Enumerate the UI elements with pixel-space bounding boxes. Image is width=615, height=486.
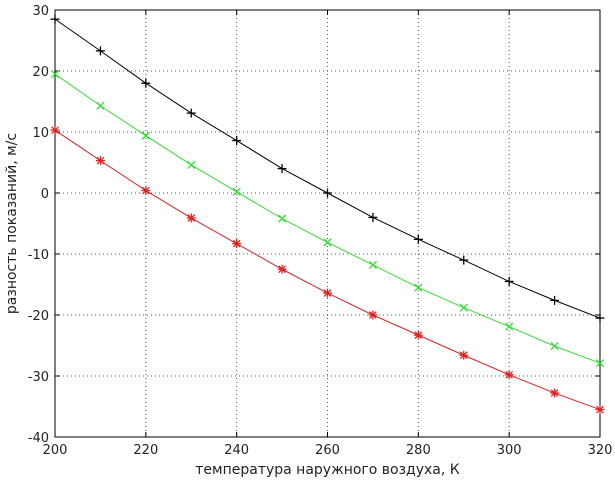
data-point — [368, 260, 377, 270]
x-tick-label: 280 — [406, 443, 431, 458]
data-point — [595, 405, 605, 415]
data-point — [323, 188, 332, 198]
x-tick-label: 260 — [315, 443, 340, 458]
series-line — [54, 129, 601, 411]
data-point — [50, 14, 60, 24]
x-tick-label: 220 — [133, 443, 158, 458]
x-tick-label: 200 — [43, 443, 68, 458]
data-point — [96, 101, 105, 110]
series-2 — [50, 125, 605, 415]
data-point — [141, 78, 151, 88]
data-point — [278, 214, 287, 223]
data-point — [505, 322, 514, 331]
data-point — [414, 283, 423, 292]
x-tick-label: 320 — [588, 443, 613, 458]
series-0 — [50, 14, 605, 323]
y-tick-label: 0 — [41, 187, 49, 202]
data-point — [277, 164, 287, 174]
data-point — [95, 46, 105, 56]
data-point — [232, 239, 242, 249]
data-point — [141, 131, 150, 140]
data-point — [186, 213, 196, 223]
data-point — [550, 388, 560, 398]
y-tick-label: -10 — [28, 248, 49, 263]
x-axis-label: температура наружного воздуха, К — [195, 462, 460, 478]
data-point — [323, 238, 332, 247]
data-point — [95, 156, 105, 166]
data-point — [368, 310, 378, 320]
y-axis-label: разность показаний, м/с — [4, 133, 20, 314]
y-tick-label: 20 — [32, 65, 49, 80]
y-axis-ticks: -40 -30 -20 -10 0 10 20 30 — [28, 4, 600, 446]
data-point — [187, 160, 196, 169]
x-tick-label: 300 — [497, 443, 522, 458]
data-point — [595, 313, 605, 323]
series-1 — [50, 69, 605, 368]
y-tick-label: -30 — [28, 370, 49, 385]
data-point — [50, 69, 60, 79]
data-point — [186, 108, 196, 118]
series-layer — [50, 14, 605, 415]
data-point — [504, 370, 514, 380]
y-tick-label: -20 — [28, 309, 49, 324]
y-tick-label: -40 — [28, 431, 49, 446]
data-point — [141, 186, 151, 196]
data-point — [232, 136, 242, 146]
y-tick-label: 30 — [32, 4, 49, 19]
data-point — [550, 342, 559, 351]
data-point — [459, 255, 469, 265]
x-axis-ticks: 200 220 240 260 280 300 320 — [43, 10, 613, 458]
x-tick-label: 240 — [224, 443, 249, 458]
data-point — [413, 330, 423, 340]
data-point — [232, 187, 241, 196]
series-line — [54, 18, 601, 319]
y-tick-label: 10 — [32, 126, 49, 141]
data-point — [323, 288, 332, 298]
data-point — [459, 303, 468, 312]
data-point — [550, 295, 560, 305]
data-point — [50, 125, 60, 135]
data-point — [277, 264, 287, 274]
data-point — [595, 359, 605, 368]
data-point — [413, 234, 423, 244]
data-point — [368, 212, 378, 222]
data-point — [504, 276, 514, 286]
grid-layer — [55, 10, 600, 437]
data-point — [459, 350, 469, 360]
